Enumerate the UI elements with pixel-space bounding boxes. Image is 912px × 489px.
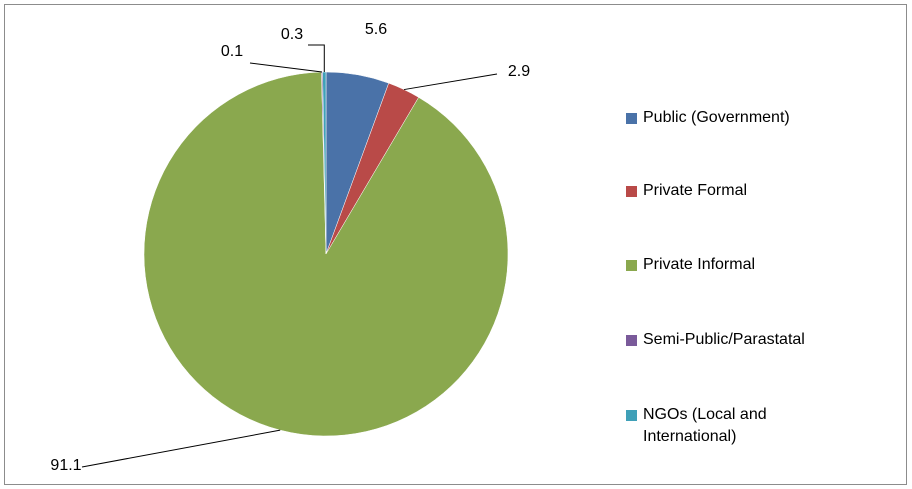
legend-swatch	[626, 410, 637, 421]
legend-item: Semi-Public/Parastatal	[626, 329, 826, 351]
legend-item: NGOs (Local and International)	[626, 404, 826, 448]
legend-swatch	[626, 335, 637, 346]
legend-item: Public (Government)	[626, 107, 826, 129]
data-label: 0.3	[281, 26, 303, 43]
leader-line	[403, 73, 498, 91]
pie-slice	[143, 71, 509, 437]
legend-swatch	[626, 260, 637, 271]
legend-item: Private Informal	[626, 254, 826, 276]
data-label: 2.9	[508, 63, 530, 80]
legend-item: Private Formal	[626, 180, 826, 202]
leader-line	[308, 44, 325, 73]
data-label: 0.1	[221, 43, 243, 60]
legend-label: Private Formal	[643, 182, 748, 199]
leader-line	[249, 62, 323, 73]
legend-label: Public (Government)	[643, 109, 790, 126]
legend-label: NGOs (Local and International)	[643, 406, 767, 445]
legend-label: Private Informal	[643, 256, 756, 273]
legend-swatch	[626, 186, 637, 197]
leader-line	[81, 429, 281, 468]
legend-label: Semi-Public/Parastatal	[643, 331, 805, 348]
legend-swatch	[626, 113, 637, 124]
data-label: 91.1	[50, 457, 81, 474]
data-label: 5.6	[365, 21, 387, 38]
